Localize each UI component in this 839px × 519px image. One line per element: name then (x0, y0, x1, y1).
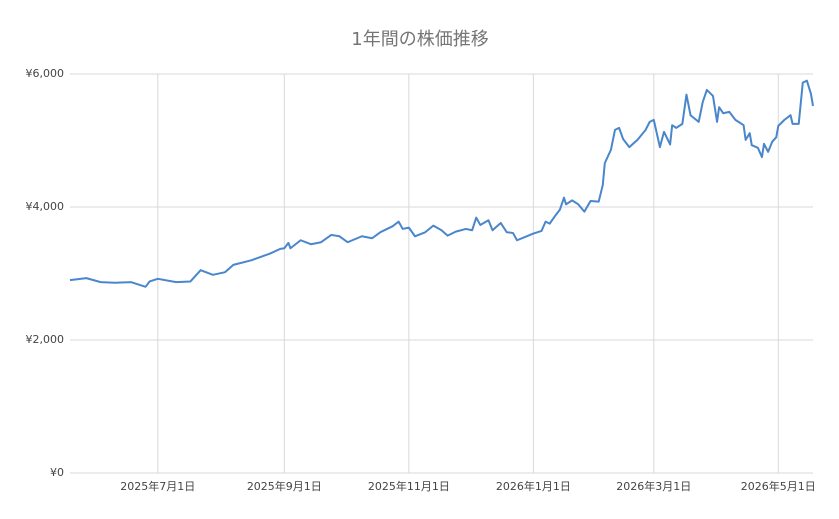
x-tick-label: 2026年3月1日 (616, 479, 691, 493)
y-tick-label: ¥4,000 (26, 200, 65, 213)
x-tick-label: 2025年7月1日 (120, 479, 195, 493)
y-tick-label: ¥6,000 (26, 67, 65, 80)
x-tick-label: 2026年5月1日 (741, 479, 816, 493)
y-tick-label: ¥2,000 (26, 333, 65, 346)
y-tick-label: ¥0 (50, 466, 64, 479)
chart-title: 1年間の株価推移 (351, 29, 488, 50)
x-tick-label: 2025年11月1日 (368, 479, 450, 493)
x-tick-label: 2026年1月1日 (496, 479, 571, 493)
x-tick-label: 2025年9月1日 (247, 479, 322, 493)
price-line (69, 79, 814, 288)
